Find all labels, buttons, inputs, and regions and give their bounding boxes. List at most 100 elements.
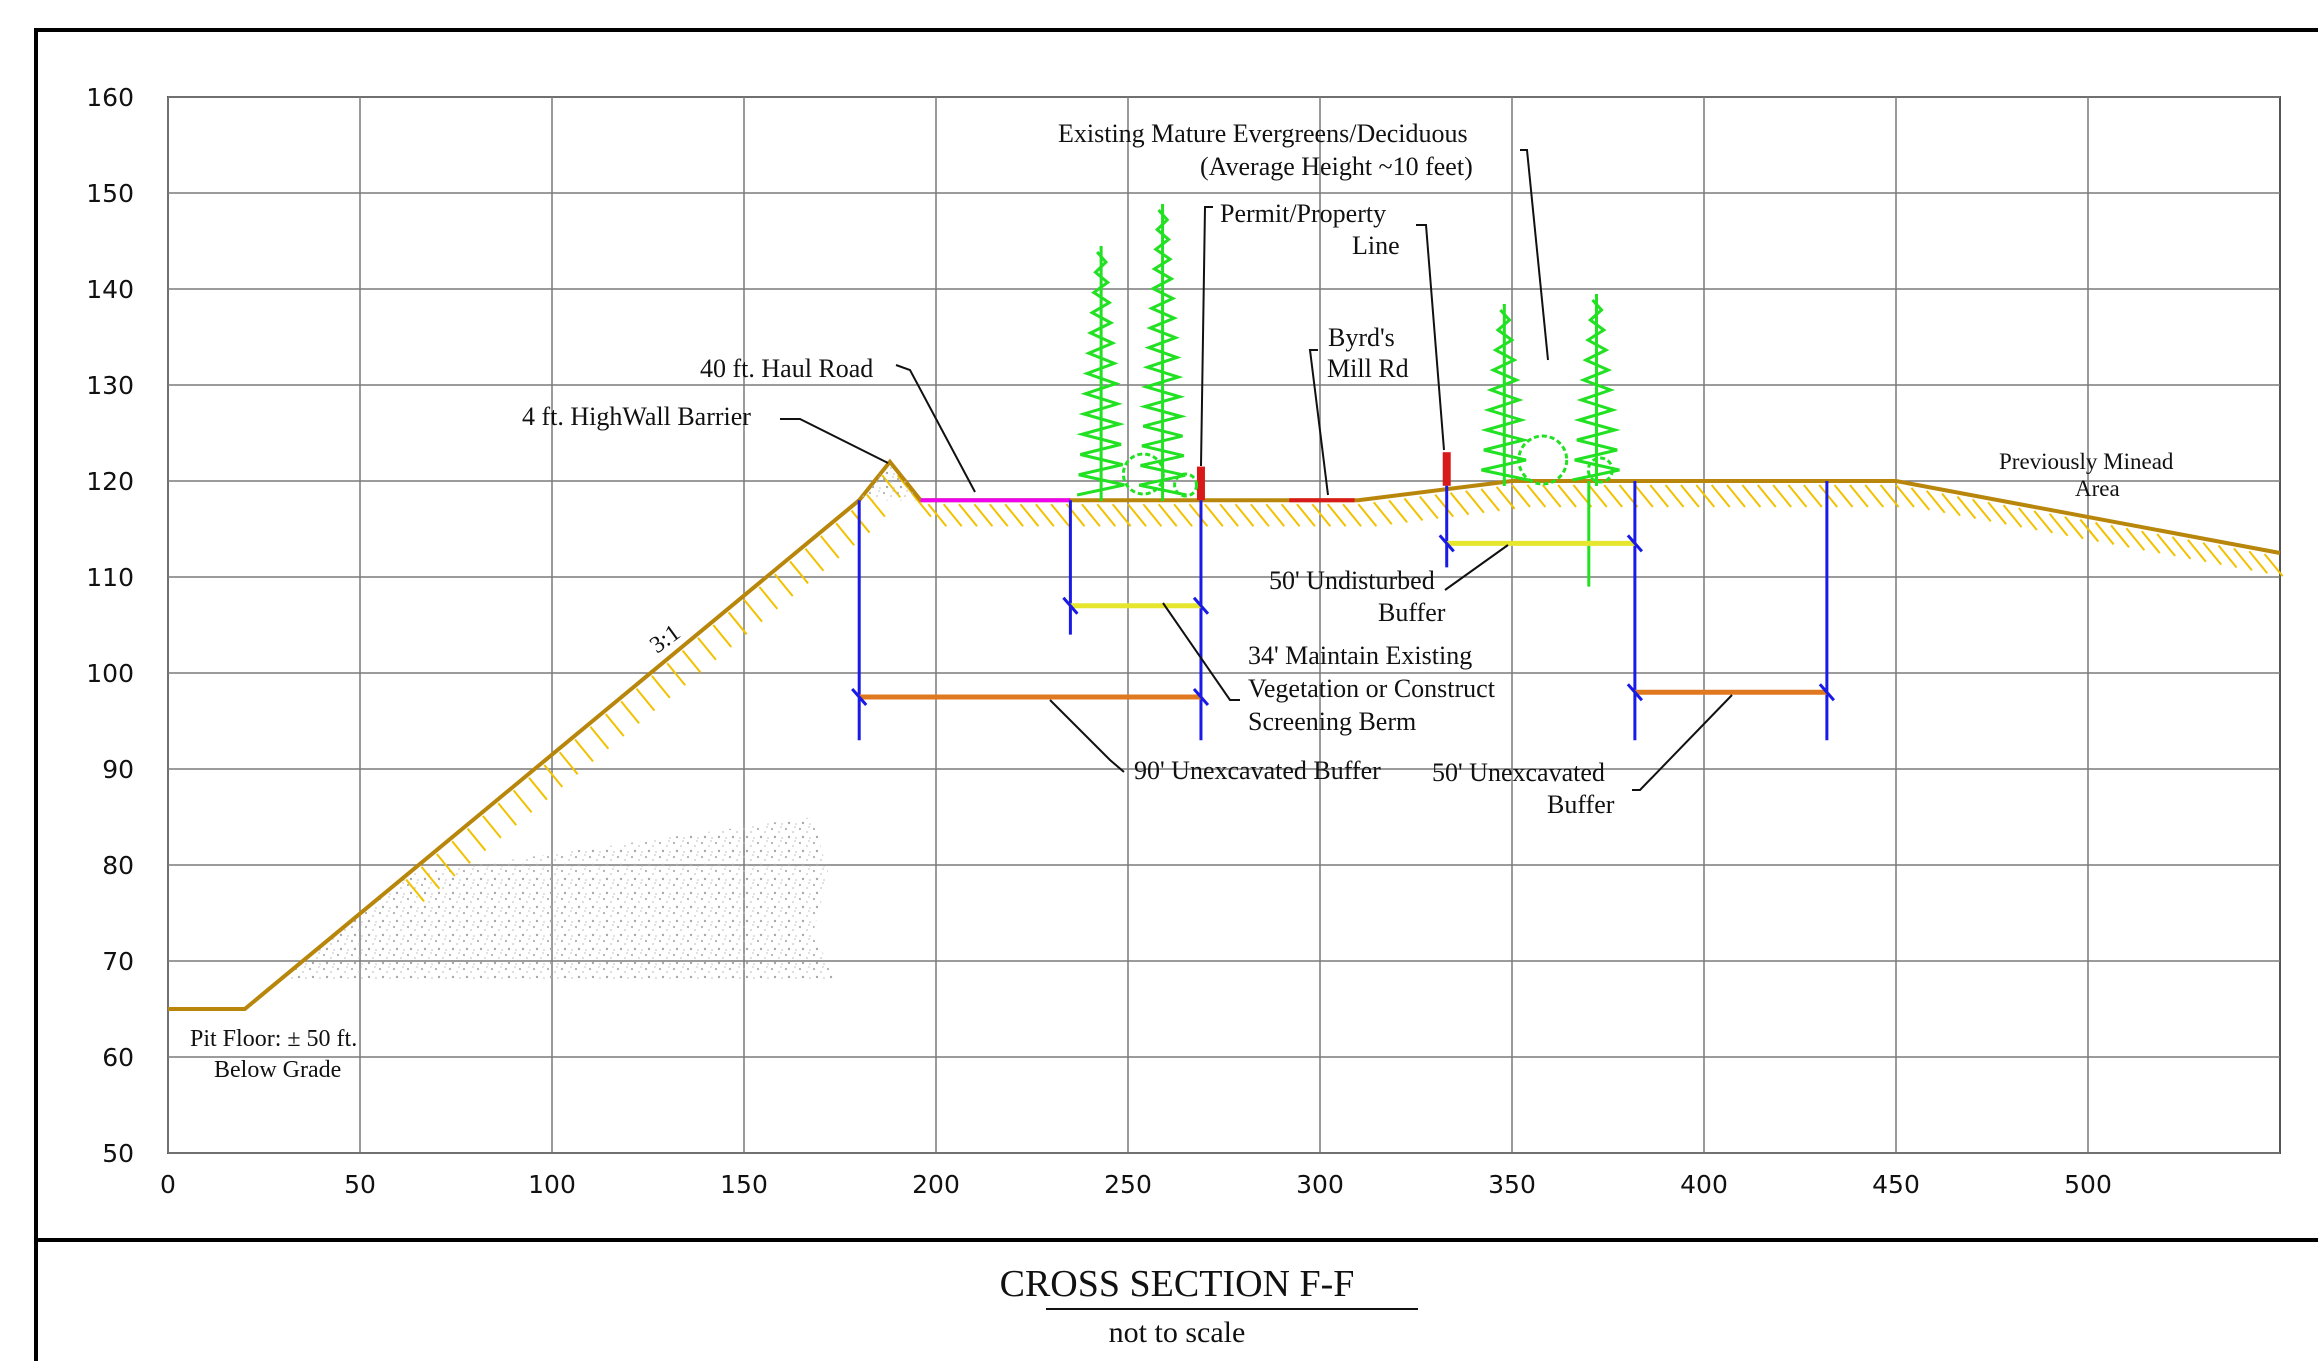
- hatch-stroke: [1173, 503, 1193, 527]
- hatch-stroke: [1511, 484, 1531, 508]
- hatch-stroke: [804, 548, 825, 572]
- y-tick-label: 90: [102, 755, 134, 784]
- hatch-stroke: [727, 611, 748, 635]
- x-tick-label: 500: [2064, 1170, 2112, 1199]
- hatch-stroke: [1588, 484, 1608, 508]
- hatch-stroke: [558, 751, 579, 775]
- hatch-stroke: [773, 573, 794, 597]
- hatch-stroke: [1879, 484, 1900, 508]
- hatch-stroke: [1726, 484, 1746, 508]
- hatch-stroke: [1142, 503, 1163, 527]
- x-tick-label: 250: [1104, 1170, 1152, 1199]
- haul-road-leader: [895, 364, 976, 493]
- road-label-line2: Mill Rd: [1327, 354, 1409, 383]
- hatch-stroke: [1342, 503, 1362, 527]
- hatch-stroke: [1326, 503, 1347, 527]
- hatch-stroke: [1219, 503, 1239, 527]
- permit-marker-left: [1196, 466, 1205, 501]
- x-tick-label: 100: [528, 1170, 576, 1199]
- hatch-stroke: [1403, 497, 1424, 522]
- hatch-stroke: [1972, 498, 1992, 523]
- x-tick-label: 300: [1296, 1170, 1344, 1199]
- pit-floor-label-line1: Pit Floor: ± 50 ft.: [190, 1026, 357, 1052]
- x-tick-label: 50: [344, 1170, 376, 1199]
- hatch-stroke: [1050, 503, 1070, 527]
- permit-leader-left: [1200, 206, 1213, 467]
- dimension-tick: [851, 688, 868, 706]
- dimension-tick: [1818, 683, 1836, 702]
- x-tick-label: 450: [1872, 1170, 1920, 1199]
- y-tick-label: 80: [102, 851, 134, 880]
- hatch-stroke: [1250, 503, 1270, 527]
- hatch-stroke: [420, 866, 441, 890]
- hatch-stroke: [1004, 503, 1024, 527]
- hatch-stroke: [1680, 484, 1700, 508]
- dimension-tick: [1626, 534, 1644, 553]
- hatch-stroke: [482, 815, 502, 839]
- y-tick-label: 50: [102, 1139, 134, 1168]
- x-tick-label: 150: [720, 1170, 768, 1199]
- dimension-tick: [1192, 596, 1210, 615]
- section-title: CROSS SECTION F-F: [999, 1263, 1355, 1305]
- slope-label: 3:1: [645, 620, 685, 659]
- y-tick-label: 150: [86, 179, 134, 208]
- prev-mined-label-line2: Area: [2075, 476, 2120, 501]
- road-label-line1: Byrd's: [1328, 323, 1395, 352]
- y-tick-label: 70: [102, 947, 134, 976]
- evergreen-tree: [1076, 251, 1125, 497]
- shrub: [1586, 456, 1614, 484]
- hatch-stroke: [2002, 504, 2023, 528]
- x-tick-label: 0: [160, 1170, 176, 1199]
- vegetation-leader: [1520, 149, 1549, 361]
- hatch-stroke: [1956, 495, 1977, 520]
- hatch-stroke: [466, 827, 487, 852]
- hatch-stroke: [528, 777, 548, 801]
- hatch-stroke: [1941, 493, 1961, 517]
- hatch-stroke: [942, 503, 963, 527]
- hatch-stroke: [574, 738, 594, 763]
- dimension-tick: [1192, 688, 1210, 706]
- hatch-stroke: [1204, 503, 1224, 527]
- hatch-stroke: [1803, 484, 1823, 508]
- hatch-stroke: [835, 522, 855, 546]
- hatch-stroke: [666, 662, 686, 686]
- hatch-stroke: [436, 853, 456, 877]
- prev-mined-label-line1: Previously Minead: [1999, 449, 2174, 474]
- x-axis-ticks: 0 50 100 150 200 250 300 350 400 450 500: [160, 1170, 2112, 1199]
- hatch-stroke: [2202, 541, 2222, 566]
- hatch-stroke: [2033, 510, 2054, 534]
- y-tick-label: 130: [86, 371, 134, 400]
- hatch-stroke: [789, 560, 809, 585]
- hatch-stroke: [589, 726, 610, 750]
- hatch-stroke: [512, 789, 533, 814]
- sheet-border: [34, 28, 2318, 1361]
- unexcavated-50-label-line2: Buffer: [1547, 790, 1615, 819]
- dimension-tick: [1438, 534, 1455, 553]
- permit-label-line1: Permit/Property: [1220, 199, 1386, 228]
- hatch-stroke: [973, 503, 994, 527]
- hatch-stroke: [1111, 503, 1132, 527]
- hatch-stroke: [2094, 521, 2115, 546]
- hatch-stroke: [1772, 484, 1792, 508]
- vegetation-label-line1: Existing Mature Evergreens/Deciduous: [1058, 119, 1468, 148]
- vegetation-label-line2: (Average Height ~10 feet): [1200, 152, 1473, 181]
- title-block: CROSS SECTION F-F not to scale: [36, 1240, 2318, 1361]
- hatch-stroke: [1649, 484, 1670, 508]
- maintain-label-line2: Vegetation or Construct: [1248, 674, 1496, 703]
- hatch-stroke: [651, 675, 671, 699]
- hatch-stroke: [958, 503, 978, 527]
- unexcavated-90-label: 90' Unexcavated Buffer: [1134, 756, 1381, 785]
- x-tick-label: 200: [912, 1170, 960, 1199]
- hatch-stroke: [1035, 503, 1055, 527]
- hatch-stroke: [1280, 503, 1301, 527]
- hatch-stroke: [2110, 524, 2130, 548]
- hatch-stroke: [1664, 484, 1685, 508]
- shrub: [1517, 434, 1569, 486]
- hatch-stroke: [2187, 539, 2207, 563]
- undisturbed-label-line2: Buffer: [1378, 598, 1446, 627]
- hatch-stroke: [1127, 503, 1147, 527]
- title-underline: [1046, 1308, 1418, 1310]
- hatch-stroke: [697, 637, 717, 661]
- unexcavated-50-label-line1: 50' Unexcavated: [1432, 758, 1605, 787]
